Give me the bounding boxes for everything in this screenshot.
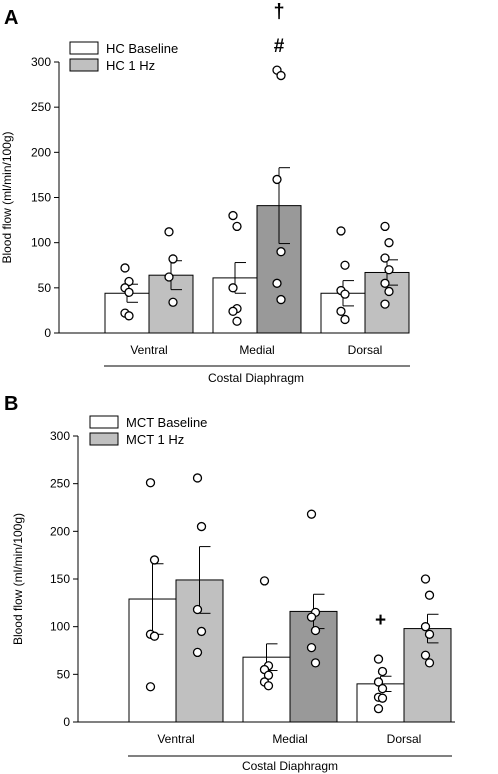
data-point: [168, 254, 178, 264]
x-tick-label: Medial: [239, 343, 274, 357]
data-point: [272, 174, 282, 185]
data-point: [228, 306, 238, 316]
legend-swatch: [69, 41, 99, 55]
data-point: [276, 247, 286, 257]
data-point: [336, 306, 346, 316]
data-point: [306, 612, 317, 622]
legend-swatch: [69, 58, 99, 72]
legend-label: MCT Baseline: [126, 415, 207, 430]
data-point: [164, 272, 174, 282]
data-point: [373, 654, 384, 664]
data-point: [340, 314, 350, 325]
data-point: [259, 576, 270, 586]
data-point: [164, 227, 174, 237]
data-point: [377, 683, 388, 694]
data-point: [272, 278, 282, 288]
data-point: [120, 263, 130, 273]
data-point: [192, 473, 203, 483]
x-tick-label: Ventral: [130, 343, 167, 357]
data-point: [420, 574, 431, 584]
legend-swatch: [89, 415, 119, 429]
bar: [403, 628, 452, 723]
y-tick-label: 50: [38, 281, 52, 295]
y-tick-label: 0: [63, 715, 70, 729]
data-point: [424, 590, 435, 600]
data-point: [340, 289, 350, 299]
data-point: [263, 681, 274, 691]
data-point: [377, 666, 388, 677]
y-axis-title: Blood flow (ml/min/100g): [11, 513, 25, 645]
data-point: [310, 625, 321, 636]
data-point: [380, 278, 390, 288]
data-point: [380, 221, 390, 232]
x-axis-title: Costal Diaphragm: [242, 759, 338, 773]
data-point: [384, 238, 394, 248]
y-tick-label: 250: [50, 477, 70, 491]
data-point: [373, 704, 384, 714]
x-axis-title: Costal Diaphragm: [208, 371, 304, 385]
significance-marker: †: [273, 1, 284, 23]
data-point: [380, 299, 390, 309]
data-point: [420, 622, 431, 632]
data-point: [384, 286, 394, 297]
data-point: [228, 283, 238, 293]
x-tick-label: Ventral: [157, 732, 194, 746]
data-point: [276, 294, 286, 305]
data-point: [373, 677, 384, 687]
y-tick-label: 150: [31, 191, 51, 205]
x-tick-label: Dorsal: [348, 343, 383, 357]
legend-label: HC 1 Hz: [106, 58, 155, 73]
data-point: [263, 670, 274, 680]
y-tick-label: 300: [50, 429, 70, 443]
data-point: [196, 521, 207, 532]
x-tick-label: Dorsal: [387, 732, 422, 746]
y-tick-label: 150: [50, 572, 70, 586]
data-point: [196, 626, 207, 637]
data-point: [124, 311, 134, 321]
data-point: [168, 297, 178, 307]
legend-swatch: [89, 432, 119, 446]
data-point: [228, 210, 238, 221]
data-point: [192, 604, 203, 615]
data-point: [145, 682, 156, 692]
legend-label: MCT 1 Hz: [126, 432, 184, 447]
data-point: [306, 642, 317, 653]
data-point: [424, 629, 435, 639]
y-tick-label: 250: [31, 100, 51, 114]
data-point: [276, 70, 286, 81]
data-point: [149, 631, 160, 641]
significance-marker: #: [274, 36, 285, 57]
panel-label: B: [4, 393, 18, 415]
legend-label: HC Baseline: [106, 41, 178, 56]
data-point: [420, 650, 431, 660]
data-point: [336, 226, 346, 236]
y-tick-label: 100: [31, 236, 51, 250]
y-tick-label: 100: [50, 620, 70, 634]
panel-label: A: [4, 7, 18, 29]
data-point: [145, 478, 156, 488]
data-point: [310, 658, 321, 668]
data-point: [377, 693, 388, 703]
data-point: [380, 253, 390, 263]
data-point: [192, 647, 203, 658]
y-tick-label: 200: [50, 524, 70, 538]
y-tick-label: 300: [31, 55, 51, 69]
x-tick-label: Medial: [272, 732, 307, 746]
y-tick-label: 50: [57, 667, 71, 681]
data-point: [232, 221, 242, 232]
y-tick-label: 200: [31, 145, 51, 159]
data-point: [306, 509, 317, 519]
data-point: [149, 555, 160, 565]
data-point: [424, 658, 435, 668]
data-point: [384, 265, 394, 275]
y-tick-label: 0: [44, 326, 51, 340]
y-axis-title: Blood flow (ml/min/100g): [0, 131, 14, 263]
data-point: [124, 287, 134, 298]
data-point: [232, 316, 242, 326]
significance-marker: +: [375, 610, 386, 631]
data-point: [340, 260, 350, 270]
